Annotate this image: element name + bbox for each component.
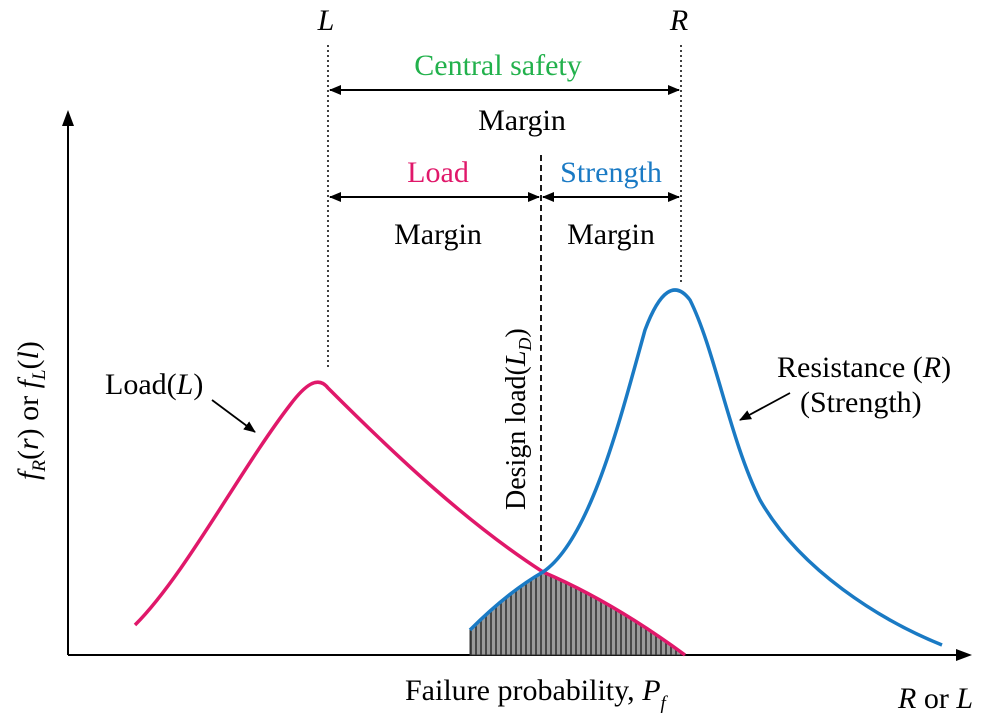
resistance-curve	[468, 288, 943, 647]
x-axis-arrow-icon	[956, 649, 972, 661]
resistance-callout-arrow	[739, 392, 791, 421]
central-safety-label: Central safety	[414, 49, 581, 82]
strength-margin-title: Strength	[560, 156, 662, 189]
load-margin-title: Load	[407, 156, 469, 189]
L-top-label: L	[317, 4, 335, 37]
design-load-label: Design load(LD)	[501, 328, 535, 510]
x-axis-label: R or L	[897, 682, 973, 715]
strength-margin-label: Margin	[567, 218, 655, 251]
failure-probability-label: Failure probability, Pf	[405, 674, 669, 714]
R-top-label: R	[669, 4, 688, 37]
load-margin-label: Margin	[394, 218, 482, 251]
resistance-label: Resistance (R)	[777, 351, 951, 384]
load-curve-label: Load(L)	[105, 368, 203, 401]
central-margin-label: Margin	[478, 104, 566, 137]
strength-sub-label: (Strength)	[800, 386, 922, 419]
failure-region	[469, 571, 687, 656]
load-curve	[133, 380, 687, 657]
load-callout-arrow	[211, 399, 256, 433]
y-axis-arrow-icon	[62, 110, 74, 126]
y-axis-label: fR(r) or fL(l)	[12, 341, 50, 480]
